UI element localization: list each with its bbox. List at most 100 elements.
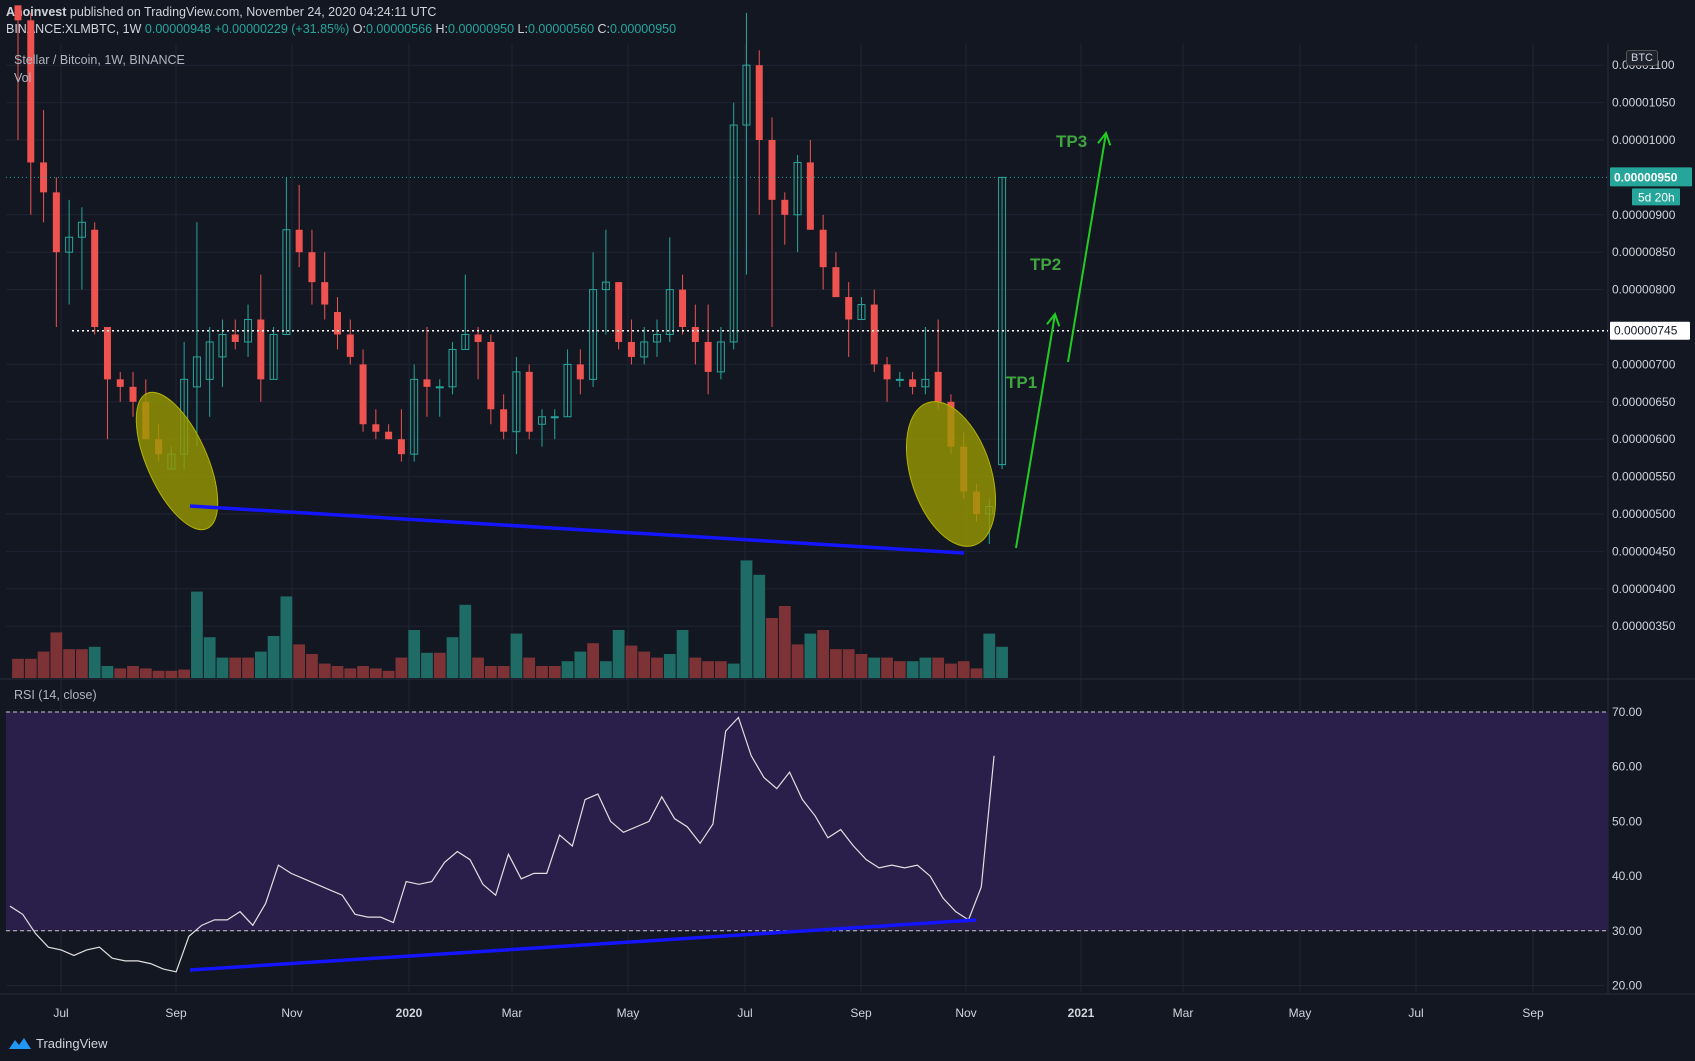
high-value: 0.00000950 [448, 22, 515, 36]
volume-bar [983, 633, 996, 678]
tp2-arrow [1015, 313, 1056, 549]
time-tick-label: Jul [53, 1006, 68, 1020]
volume-bar [868, 657, 881, 678]
price-tick-label: 0.00000500 [1612, 507, 1676, 521]
time-tick-label: May [617, 1006, 640, 1020]
volume-bar [127, 666, 139, 678]
volume-bar [382, 670, 395, 678]
highlight-ellipse-left [135, 391, 219, 531]
price-tick-label: 0.00000450 [1612, 544, 1676, 558]
candle-body [269, 333, 278, 380]
volume-bar [24, 658, 37, 678]
candle-body [665, 289, 674, 335]
last-price: 0.00000948 [144, 22, 211, 36]
price-tick-label: 0.00001050 [1612, 96, 1676, 110]
candle-body [870, 304, 878, 365]
rsi-tick-label: 60.00 [1612, 760, 1642, 774]
volume-bar [830, 649, 842, 678]
ohlc-line: BINANCE:XLMBTC, 1W 0.00000948 +0.0000022… [6, 22, 676, 37]
main-legend-title[interactable]: Stellar / Bitcoin, 1W, BINANCE [14, 53, 185, 67]
volume-bar [459, 604, 472, 678]
volume-bar [740, 560, 753, 678]
candle-body [385, 431, 393, 440]
rsi-line [9, 716, 995, 973]
open-value: 0.00000566 [365, 22, 433, 36]
candle-body [218, 333, 227, 358]
candle-body [435, 386, 444, 389]
price-tick-label: 0.00000350 [1612, 619, 1676, 633]
volume-bar [472, 657, 484, 678]
rsi-tick-label: 50.00 [1612, 814, 1642, 828]
candle-body [244, 319, 253, 343]
rsi-tick-label: 20.00 [1612, 979, 1642, 993]
candle-body [282, 229, 291, 335]
tradingview-footer[interactable]: TradingView [8, 1033, 108, 1053]
candle-body [372, 424, 380, 432]
volume-bar [331, 666, 344, 678]
volume-bar [791, 644, 804, 678]
candle-body [77, 221, 86, 238]
volume-bar [970, 668, 983, 678]
volume-bar [63, 649, 76, 678]
volume-bar [625, 645, 638, 678]
highlight-ellipse-right [905, 401, 997, 547]
volume-bar [293, 644, 306, 678]
candle-body [14, 5, 22, 21]
volume-bar [76, 649, 88, 678]
volume-bar [446, 637, 459, 678]
price-tick-label: 0.00000900 [1612, 208, 1676, 222]
volume-bar [114, 668, 127, 678]
rsi-tick-label: 40.00 [1612, 869, 1642, 883]
price-tick-label: 0.00000700 [1612, 357, 1676, 371]
candle-body [295, 229, 303, 253]
candle-body [653, 333, 661, 343]
symbol-label: BINANCE:XLMBTC, 1W [6, 22, 142, 36]
time-tick-label: May [1289, 1006, 1312, 1020]
candle-body [40, 162, 48, 193]
candle-body [205, 341, 214, 380]
candle-body [742, 64, 751, 126]
high-label: H: [435, 22, 449, 36]
candle-body [627, 341, 635, 357]
volume-bar [395, 657, 408, 678]
chart-header: Anoinvest published on TradingView.com, … [0, 0, 1695, 42]
price-tick-label: 0.00000550 [1612, 470, 1676, 484]
time-tick-label: Jul [1408, 1006, 1423, 1020]
volume-bar [139, 668, 152, 678]
rsi-legend[interactable]: RSI (14, close) [14, 688, 97, 702]
volume-bar [932, 657, 945, 678]
volume-legend[interactable]: Vol [14, 71, 32, 85]
candle-body [857, 304, 866, 321]
candle-body [909, 379, 917, 387]
price-change: +0.00000229 (+31.85%) [214, 22, 350, 36]
volume-bar [855, 654, 868, 678]
low-label: L: [517, 22, 528, 36]
open-label: O: [352, 22, 366, 36]
candle-body [934, 371, 942, 402]
countdown-text: 5d 20h [1638, 190, 1675, 204]
time-tick-label: Jul [737, 1006, 752, 1020]
candle-body [192, 356, 201, 388]
published-text: published on TradingView.com, November 2… [69, 5, 437, 19]
current-price-tag [1610, 167, 1692, 187]
volume-bar [101, 666, 114, 678]
volume-bar [906, 661, 919, 678]
volume-bar [510, 633, 523, 678]
candle-body [359, 364, 367, 425]
candle-body [410, 378, 419, 455]
volume-bar [817, 630, 830, 678]
volume-bar [497, 666, 510, 678]
candle-body [691, 327, 699, 342]
volume-bar [561, 661, 574, 678]
candle-body [781, 199, 789, 215]
candle-body [474, 334, 482, 342]
volume-bars [12, 560, 1008, 678]
time-tick-label: Mar [1173, 1006, 1194, 1020]
candle-body [397, 439, 405, 455]
candle-body [679, 289, 687, 327]
volume-bar [216, 657, 229, 678]
annotations [135, 130, 1112, 972]
countdown-tag [1632, 188, 1680, 206]
time-tick-label: Mar [502, 1006, 523, 1020]
